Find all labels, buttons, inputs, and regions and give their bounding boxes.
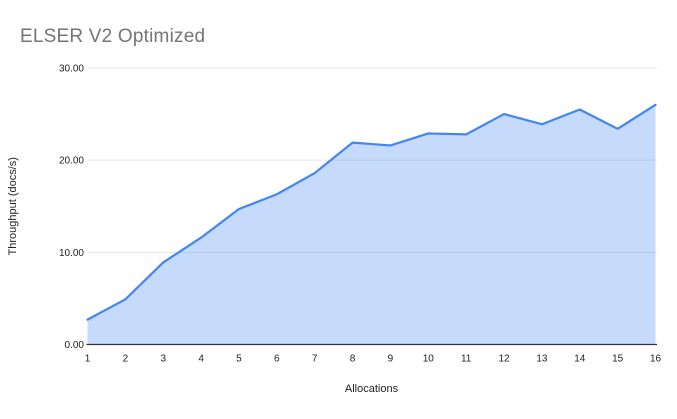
- x-axis-title: Allocations: [345, 383, 399, 395]
- x-tick-label: 7: [312, 354, 318, 365]
- y-tick-label: 20.00: [59, 156, 84, 167]
- x-tick-label: 5: [236, 354, 242, 365]
- y-axis-title: Throughput (docs/s): [7, 157, 19, 255]
- x-tick-label: 9: [388, 354, 394, 365]
- x-tick-label: 3: [160, 354, 166, 365]
- x-tick-label: 8: [350, 354, 356, 365]
- x-tick-label: 2: [123, 354, 129, 365]
- x-tick-label: 12: [498, 354, 510, 365]
- x-tick-label: 11: [461, 354, 472, 365]
- x-tick-label: 10: [423, 354, 435, 365]
- x-tick-label: 14: [574, 354, 586, 365]
- series-line: [86, 103, 657, 321]
- x-tick-label: 1: [85, 354, 91, 365]
- x-tick-label: 4: [198, 354, 204, 365]
- y-tick-label: 30.00: [59, 64, 84, 75]
- area-series-fill: [87, 104, 656, 345]
- x-tick-label: 15: [612, 354, 624, 365]
- y-tick-label: 0.00: [65, 340, 85, 351]
- x-tick-label: 6: [274, 354, 280, 365]
- x-tick-label: 16: [650, 354, 662, 365]
- y-tick-label: 10.00: [59, 248, 84, 259]
- x-tick-label: 13: [536, 354, 548, 365]
- chart-title: ELSER V2 Optimized: [20, 26, 206, 47]
